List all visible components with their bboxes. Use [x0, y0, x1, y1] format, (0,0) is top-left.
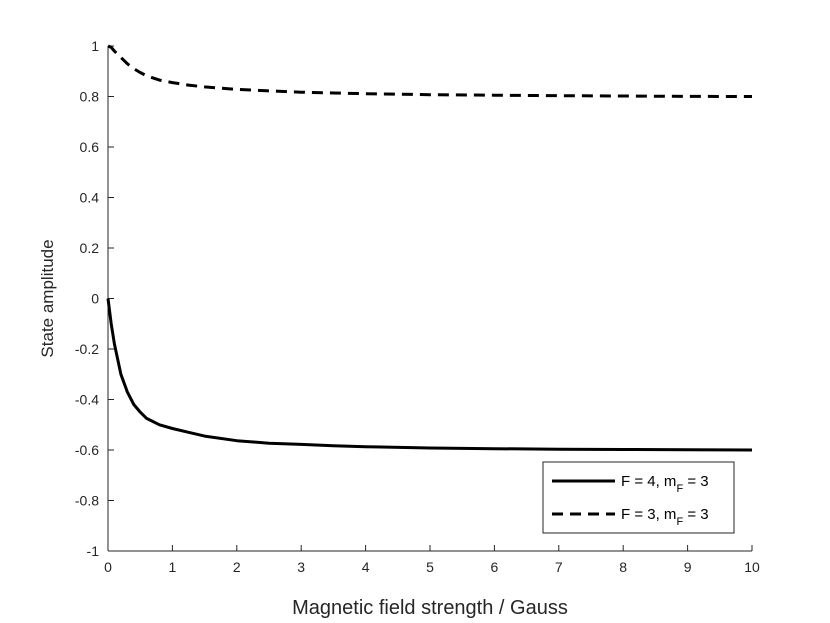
x-tick-label: 2 — [233, 559, 241, 575]
x-tick-label: 0 — [104, 559, 112, 575]
legend-entry-tail: = 3 — [683, 473, 708, 490]
x-tick-label: 4 — [362, 559, 370, 575]
x-tick-label: 1 — [169, 559, 177, 575]
series-layer — [106, 44, 753, 452]
x-tick-label: 9 — [684, 559, 692, 575]
legend-entry-main: F = 4, m — [621, 473, 676, 490]
legend-entry: F = 3, mF = 3 — [621, 506, 709, 528]
x-tick-label: 5 — [426, 559, 434, 575]
legend-entry-subscript: F — [676, 483, 683, 495]
legend-entry-tail: = 3 — [683, 506, 708, 523]
y-tick-label: -0.6 — [75, 442, 99, 458]
legend: F = 4, mF = 3F = 3, mF = 3 — [542, 461, 735, 534]
x-ticks: 0 1 2 3 4 5 6 7 8 9 10 — [104, 545, 760, 575]
x-tick-label: 3 — [297, 559, 305, 575]
axes: 0 1 2 3 4 5 6 7 8 9 10 -1 -0.8 -0.6 -0.4 -0.2 0 0.2 0.4 0.… — [75, 38, 760, 575]
legend-entry: F = 4, mF = 3 — [621, 473, 709, 495]
y-tick-label: -0.8 — [75, 493, 99, 509]
series-line-f4-mf3 — [106, 298, 753, 452]
y-tick-label: 0 — [91, 291, 99, 307]
y-axis-label: State amplitude — [38, 239, 57, 357]
y-tick-label: 0.8 — [80, 89, 100, 105]
x-axis-label: Magnetic field strength / Gauss — [292, 597, 568, 619]
y-tick-label: -0.4 — [75, 392, 99, 408]
y-tick-label: -1 — [87, 543, 100, 559]
x-tick-label: 8 — [619, 559, 627, 575]
legend-entry-subscript: F — [676, 516, 683, 528]
y-tick-label: -0.2 — [75, 341, 99, 357]
legend-box — [542, 461, 735, 534]
y-tick-label: 0.2 — [80, 240, 100, 256]
y-tick-label: 1 — [91, 38, 99, 54]
y-ticks: -1 -0.8 -0.6 -0.4 -0.2 0 0.2 0.4 0.6 0.8 1 — [75, 38, 114, 559]
legend-entry-main: F = 3, m — [621, 506, 676, 523]
y-tick-label: 0.4 — [80, 190, 100, 206]
series-line-f3-mf3 — [107, 44, 753, 98]
x-tick-label: 10 — [744, 559, 760, 575]
y-tick-label: 0.6 — [80, 139, 100, 155]
x-tick-label: 7 — [555, 559, 563, 575]
x-tick-label: 6 — [491, 559, 499, 575]
